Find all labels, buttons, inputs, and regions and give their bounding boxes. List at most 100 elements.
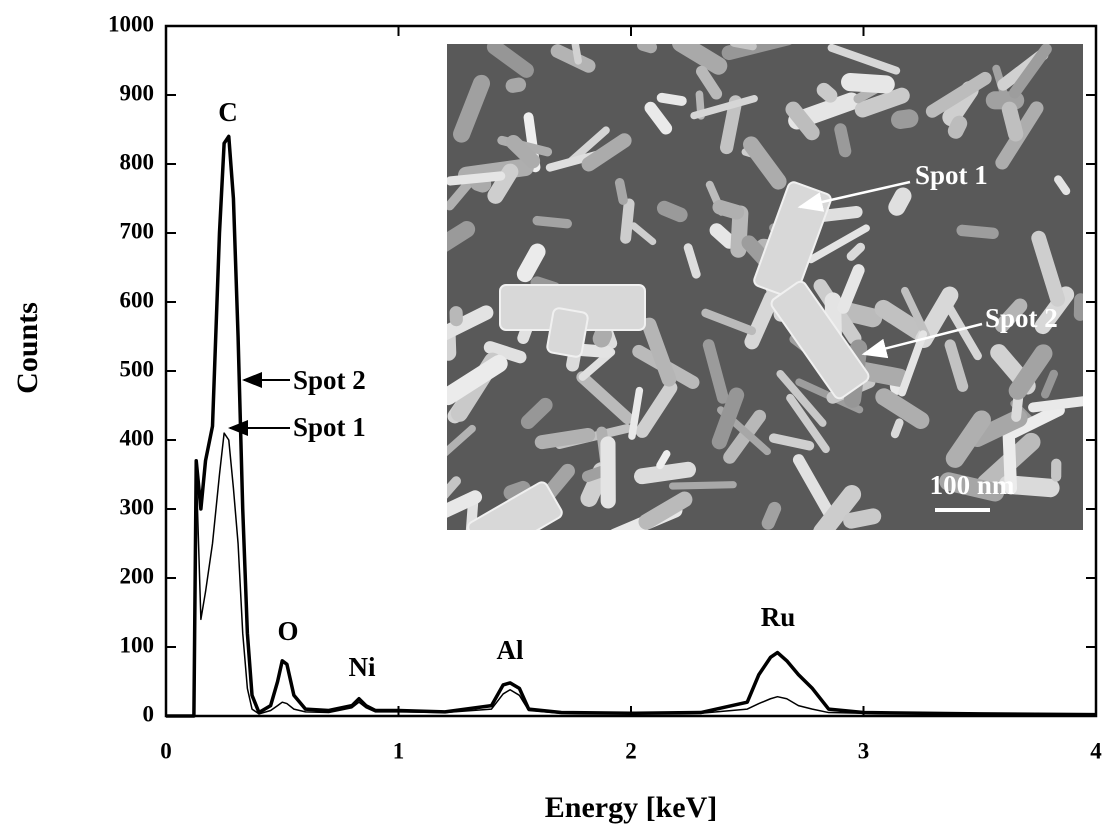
particle [633,461,697,485]
particle [1051,458,1062,482]
particle [683,243,701,279]
particle [888,187,912,216]
particle [947,115,968,139]
y-tick-label: 300 [120,494,155,519]
particle [447,476,461,507]
x-tick-label: 0 [160,738,172,763]
particle [467,481,563,530]
inset-arrow [797,180,911,212]
particle [761,501,782,530]
y-tick-label: 200 [120,563,155,588]
series-label: Spot 2 [293,365,366,395]
particle [534,427,596,450]
particle [532,215,572,229]
particle [592,325,613,348]
y-tick-label: 800 [120,149,155,174]
particle [854,87,910,118]
particle [696,65,723,100]
particle [843,508,882,529]
particle [641,317,677,387]
particle [614,177,628,205]
particle [656,92,687,106]
particle [890,418,904,439]
particle [901,286,931,340]
x-tick-label: 1 [393,738,405,763]
particle [600,436,616,509]
particle [994,298,1028,333]
particle [721,44,795,61]
particle [841,73,895,94]
particle [827,44,901,75]
spectrum-line [166,134,1097,718]
particle [447,221,476,253]
peak-label: Ru [761,602,796,632]
particle [447,490,483,524]
particle [785,101,820,141]
particle [505,77,527,93]
particle [944,339,969,392]
particle [846,242,866,261]
spectrum-line [166,432,1096,717]
x-tick-label: 4 [1090,738,1102,763]
particle [1028,394,1083,413]
particle [1002,415,1018,495]
y-axis-title: Counts [11,302,44,394]
inset-label: Spot 1 [915,160,988,190]
peak-label: Ni [349,652,376,682]
particle [891,109,919,129]
particle [620,198,635,244]
particle [1004,403,1065,440]
particle [1008,344,1053,400]
particle [1054,175,1071,196]
particle [702,339,729,404]
particle [447,305,494,344]
particle [581,133,632,172]
particle [944,302,982,361]
sem-inset [447,44,1083,530]
particle [638,491,693,530]
particle [711,387,745,450]
particle [807,224,870,264]
particle [729,44,757,51]
particle [792,454,836,521]
particle [701,308,757,336]
peak-label: Al [497,635,524,665]
x-tick-label: 3 [858,738,870,763]
particle [567,126,610,165]
particle [447,424,476,476]
y-tick-label: 1000 [108,11,154,36]
particle [837,264,865,314]
particle [635,381,678,438]
particle [816,82,838,103]
particle [813,485,862,530]
scale-bar-label: 100 nm [930,470,1015,500]
particle [453,74,491,143]
particle [875,388,930,429]
particle [743,136,787,190]
particle [628,386,644,440]
particle [447,171,506,186]
particle [656,200,688,223]
particle [770,280,870,400]
particle [656,450,671,470]
particle [768,433,815,451]
particle [1031,230,1066,307]
particle [712,199,745,220]
particle [570,44,582,65]
inset-arrow [861,322,983,359]
particle [854,361,909,387]
particle [447,354,508,406]
plot-frame [164,24,1098,718]
particle [546,307,589,358]
particle [1008,44,1052,99]
y-tick-label: 100 [120,632,155,657]
particle [898,330,928,397]
particle [516,243,546,283]
inset-label: Spot 2 [985,303,1058,333]
particle [939,472,1005,502]
particle [550,44,596,73]
particle [945,410,991,468]
particle [520,397,553,430]
particle [644,101,673,135]
y-tick-label: 400 [120,425,155,450]
